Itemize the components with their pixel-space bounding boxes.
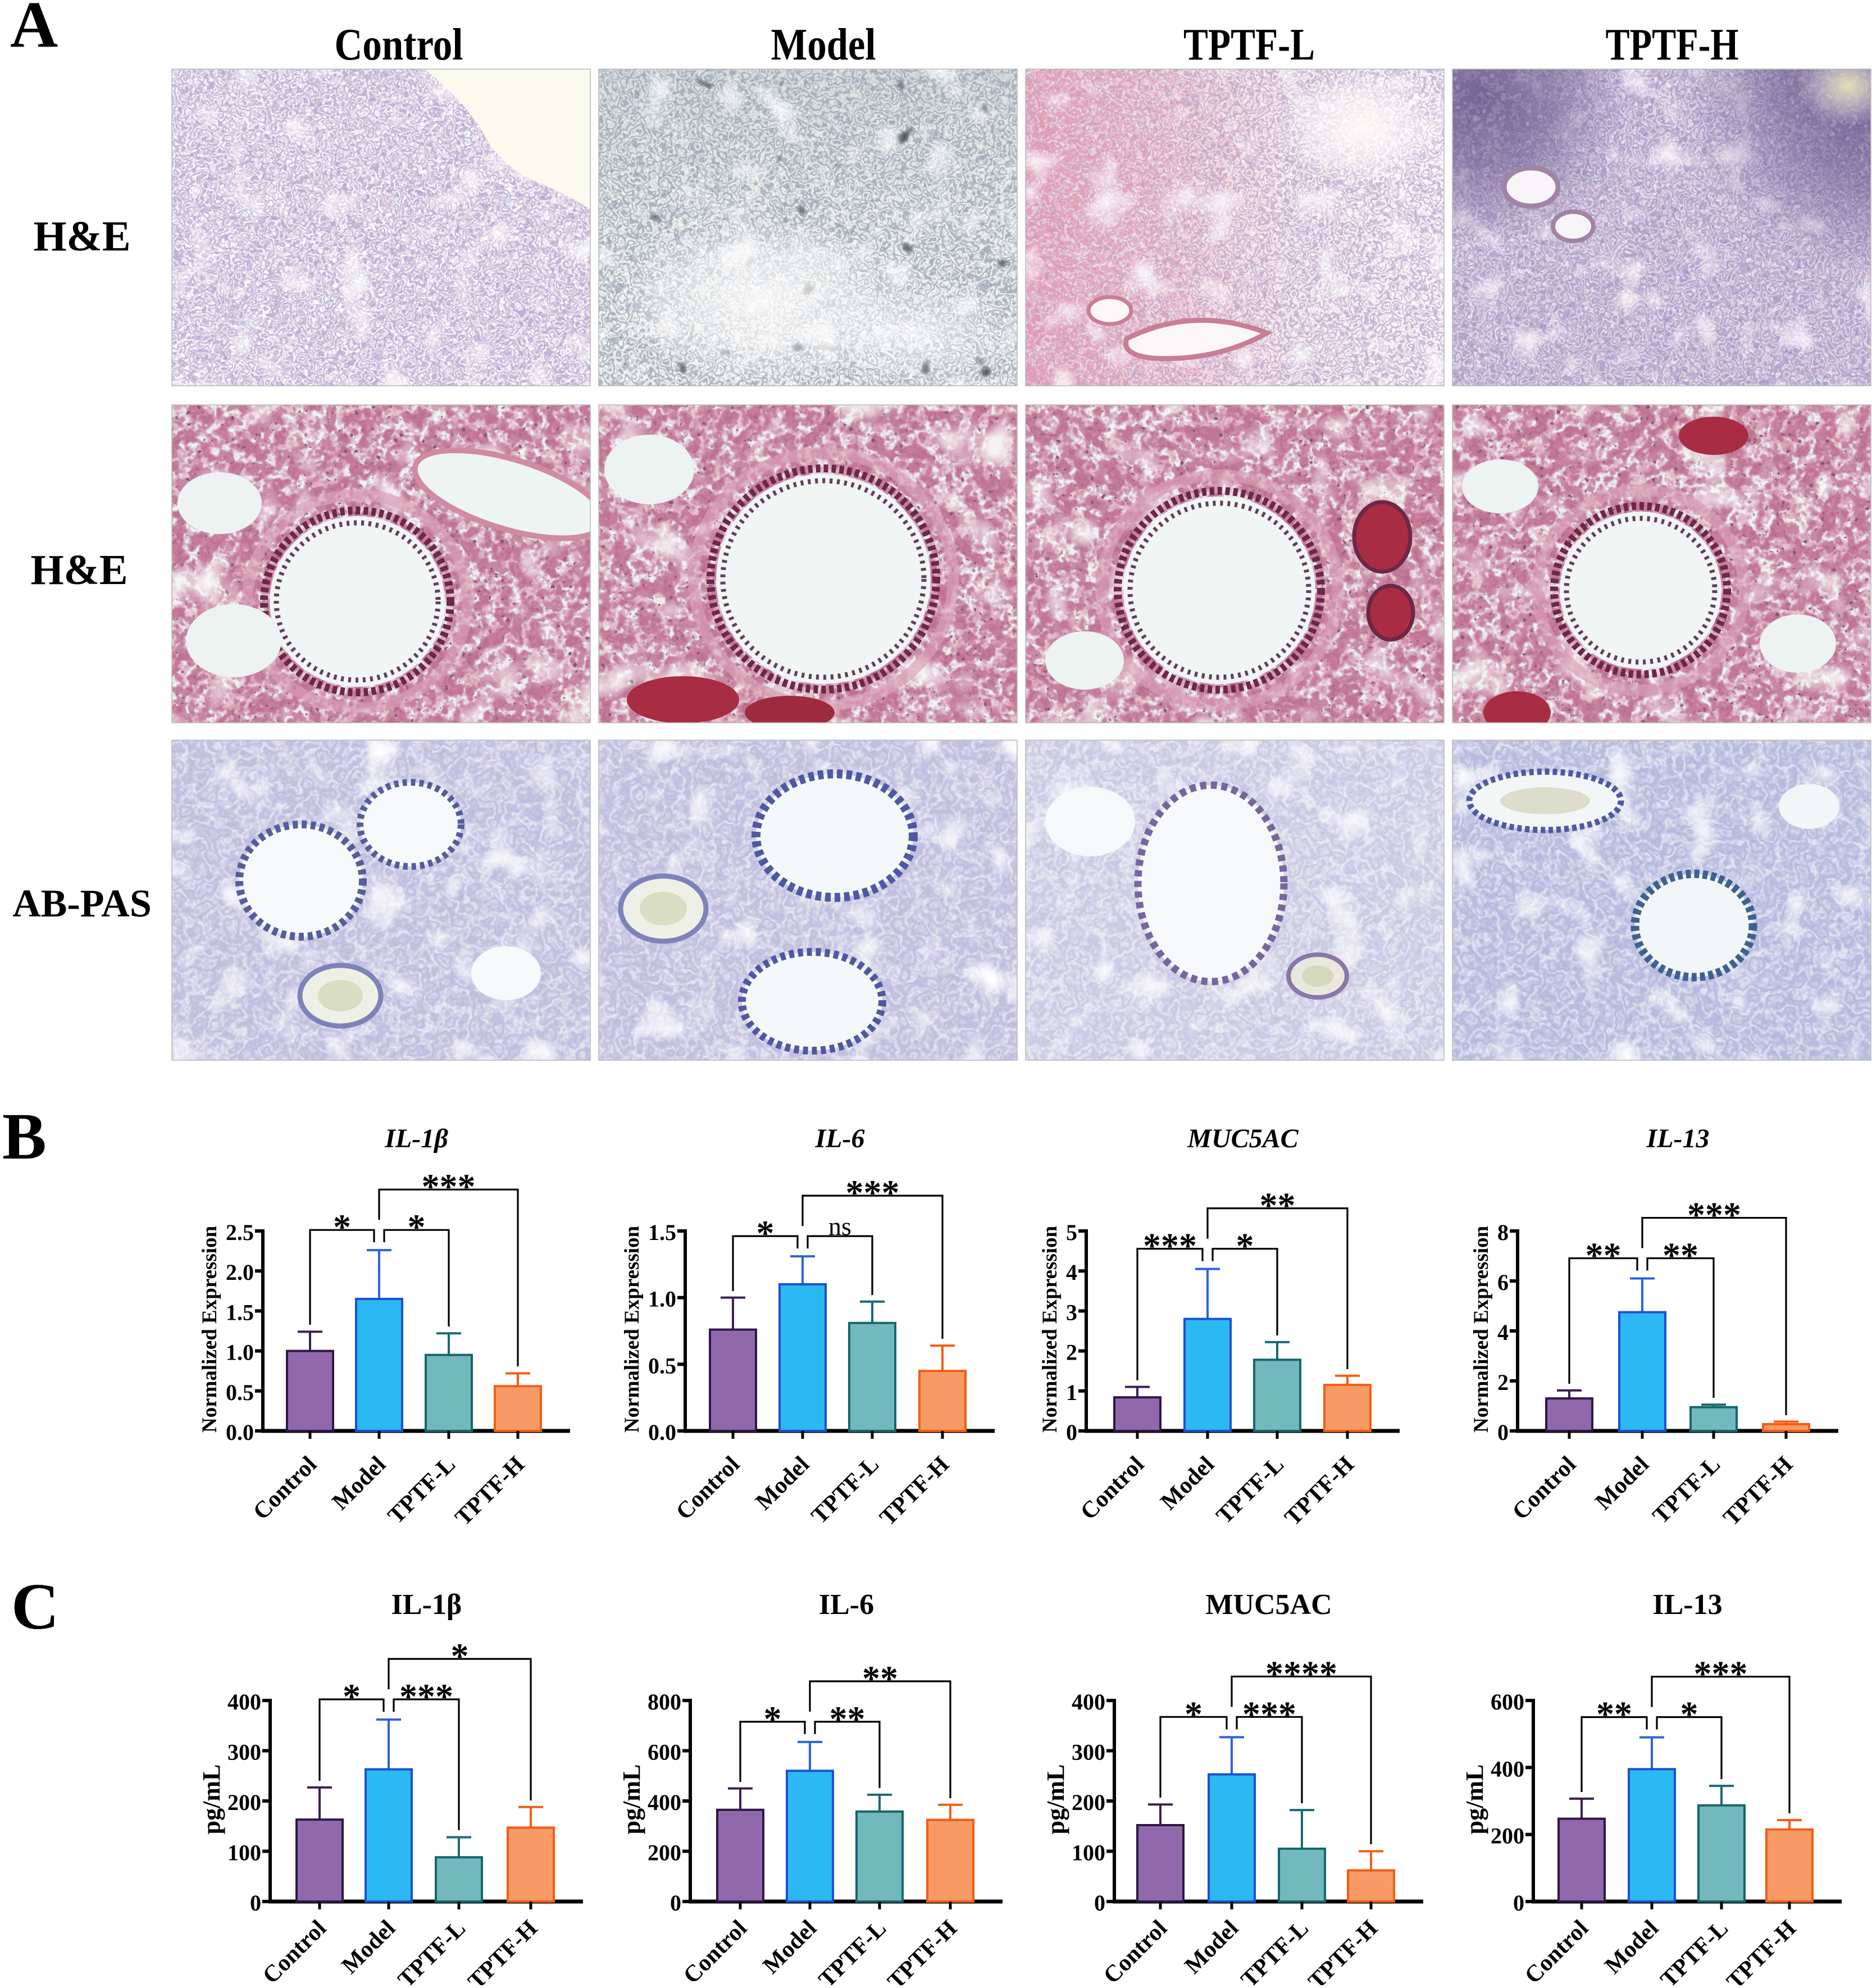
svg-text:2: 2 [1066,1340,1077,1365]
svg-text:MUC5AC: MUC5AC [1187,1124,1299,1153]
svg-text:*: * [333,1207,351,1247]
svg-text:2.0: 2.0 [226,1260,254,1285]
svg-text:400: 400 [1491,1756,1524,1781]
svg-text:Model: Model [771,20,876,70]
svg-text:H&E: H&E [33,213,130,260]
svg-text:TPTF-H: TPTF-H [1606,20,1739,70]
svg-text:C: C [11,1570,59,1643]
svg-text:6: 6 [1497,1270,1509,1295]
svg-text:0.5: 0.5 [226,1380,254,1405]
svg-text:**: ** [1586,1235,1622,1275]
svg-text:400: 400 [227,1689,261,1715]
svg-text:400: 400 [1072,1689,1105,1715]
svg-text:***: *** [1242,1694,1296,1734]
svg-text:*: * [757,1213,775,1253]
svg-text:2: 2 [1497,1370,1509,1395]
svg-text:*: * [764,1699,782,1739]
svg-text:IL-13: IL-13 [1652,1589,1722,1621]
svg-text:100: 100 [1072,1840,1105,1866]
svg-text:200: 200 [227,1790,261,1815]
svg-text:TPTF-L: TPTF-L [1183,20,1315,70]
svg-text:0.5: 0.5 [648,1353,676,1378]
svg-text:pg/mL: pg/mL [1042,1764,1069,1835]
svg-text:*: * [343,1676,361,1716]
svg-text:B: B [2,1100,47,1173]
svg-text:Normalized Expression: Normalized Expression [198,1225,221,1433]
svg-text:200: 200 [1072,1790,1105,1815]
svg-text:AB-PAS: AB-PAS [12,882,152,925]
svg-text:0: 0 [250,1890,261,1916]
svg-text:8: 8 [1497,1220,1509,1245]
svg-text:200: 200 [648,1840,681,1866]
svg-text:2.5: 2.5 [226,1220,254,1245]
svg-text:1.5: 1.5 [648,1220,676,1245]
svg-text:5: 5 [1066,1220,1077,1245]
svg-text:pg/mL: pg/mL [198,1764,225,1835]
svg-text:pg/mL: pg/mL [618,1764,645,1835]
svg-text:*: * [1185,1694,1203,1734]
svg-text:***: *** [422,1166,476,1206]
svg-text:*: * [408,1207,426,1247]
svg-text:***: *** [1694,1654,1748,1694]
svg-text:1.0: 1.0 [648,1287,676,1312]
svg-text:pg/mL: pg/mL [1461,1764,1488,1835]
svg-text:*: * [1680,1694,1698,1734]
svg-text:MUC5AC: MUC5AC [1205,1589,1332,1621]
svg-text:0: 0 [1497,1420,1509,1445]
svg-text:A: A [10,0,58,61]
svg-text:****: **** [1265,1653,1337,1693]
svg-text:**: ** [862,1658,898,1698]
svg-text:100: 100 [227,1840,261,1866]
svg-text:0: 0 [1513,1890,1524,1916]
svg-text:800: 800 [648,1689,681,1715]
svg-text:IL-6: IL-6 [815,1124,865,1153]
svg-text:0.0: 0.0 [226,1420,254,1445]
svg-text:4: 4 [1497,1320,1509,1345]
svg-text:***: *** [399,1676,453,1716]
svg-text:**: ** [1663,1235,1698,1275]
svg-text:200: 200 [1491,1823,1524,1849]
svg-text:ns: ns [828,1212,851,1241]
svg-text:1.5: 1.5 [226,1300,254,1325]
svg-text:300: 300 [1072,1740,1105,1765]
svg-text:IL-13: IL-13 [1646,1124,1710,1153]
svg-text:4: 4 [1066,1260,1077,1285]
svg-text:600: 600 [648,1740,681,1765]
svg-text:0.0: 0.0 [648,1420,676,1445]
svg-text:0: 0 [1094,1890,1105,1916]
svg-text:1.0: 1.0 [226,1340,254,1365]
svg-text:IL-6: IL-6 [819,1589,874,1621]
svg-text:0: 0 [1066,1420,1077,1445]
svg-text:Normalized Expression: Normalized Expression [1039,1225,1062,1433]
svg-text:3: 3 [1066,1300,1077,1325]
svg-text:***: *** [846,1173,900,1212]
svg-text:Control: Control [335,20,463,70]
svg-text:0: 0 [670,1890,681,1916]
svg-text:**: ** [1596,1694,1632,1734]
svg-text:**: ** [830,1699,866,1739]
svg-text:*: * [451,1636,469,1676]
svg-text:**: ** [1260,1185,1296,1225]
svg-text:IL-1β: IL-1β [391,1589,462,1621]
svg-text:H&E: H&E [30,546,127,594]
svg-text:400: 400 [648,1790,681,1815]
svg-text:Normalized Expression: Normalized Expression [621,1225,644,1433]
svg-text:300: 300 [227,1740,261,1765]
svg-text:***: *** [1143,1226,1197,1266]
svg-text:IL-1β: IL-1β [384,1124,448,1153]
svg-text:*: * [1236,1226,1254,1266]
svg-text:600: 600 [1491,1689,1524,1715]
svg-text:Normalized Expression: Normalized Expression [1470,1225,1493,1433]
svg-text:***: *** [1687,1195,1741,1235]
svg-text:1: 1 [1066,1380,1077,1405]
